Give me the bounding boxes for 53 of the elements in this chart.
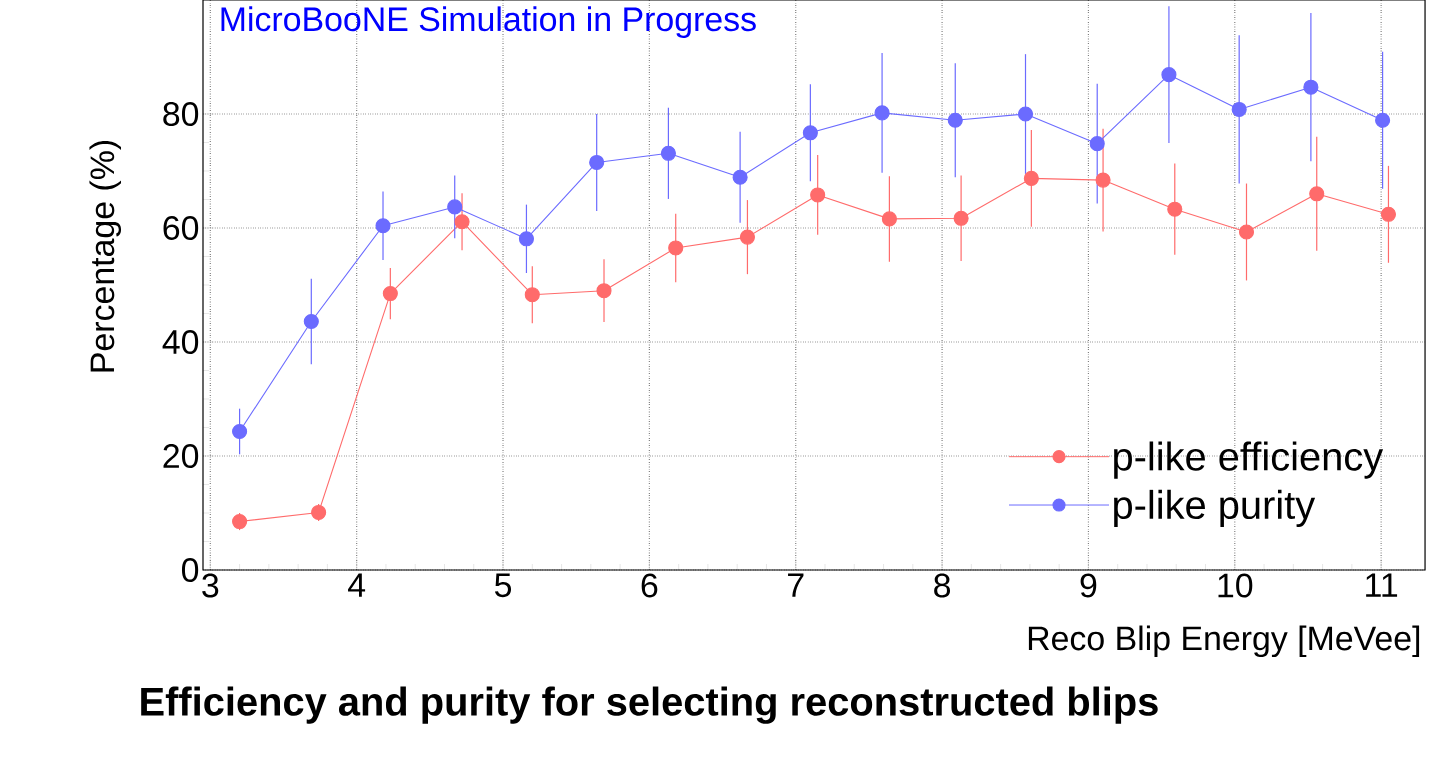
point (874, 105, 890, 121)
legend-label: p-like efficiency (1114, 441, 1384, 479)
point (589, 154, 605, 170)
point (524, 287, 540, 303)
x-tick-label: 6 (641, 573, 658, 598)
point (1095, 172, 1111, 188)
point (1303, 79, 1319, 95)
y-tick-label: 20 (163, 444, 199, 468)
point (953, 210, 969, 226)
point (311, 504, 327, 520)
point (947, 112, 963, 128)
x-tick-label: 9 (1080, 573, 1097, 598)
x-tick-label: 11 (1366, 573, 1398, 597)
point (1231, 101, 1247, 117)
point (668, 240, 684, 256)
x-tick-label: 8 (934, 573, 951, 598)
point (810, 187, 826, 203)
point (660, 145, 676, 161)
point (1167, 201, 1183, 217)
x-axis-title: Reco Blip Energy [MeVee] (1028, 625, 1420, 658)
x-tick-label: 4 (348, 573, 366, 597)
point (1161, 67, 1177, 83)
point (881, 211, 897, 227)
point (802, 125, 818, 141)
y-tick-label: 60 (163, 216, 199, 240)
y-tick-label: 80 (163, 102, 199, 126)
point (1023, 170, 1039, 186)
point (1375, 112, 1391, 128)
y-axis-title: Percentage (%) (89, 140, 122, 372)
x-tick-label: 3 (202, 573, 219, 598)
point (232, 423, 248, 440)
x-tick-label: 10 (1218, 573, 1253, 598)
point (447, 199, 463, 215)
legend-label: p-like purity (1114, 489, 1316, 527)
point (596, 283, 612, 299)
x-tick-label: 5 (494, 573, 512, 598)
point (454, 214, 470, 230)
point (1089, 136, 1105, 152)
point (303, 313, 319, 330)
point (1309, 186, 1325, 202)
point (375, 218, 391, 234)
point (1238, 224, 1255, 240)
y-tick-label: 40 (162, 330, 199, 354)
x-tick-label: 7 (788, 573, 804, 597)
annotation: MicroBooNE Simulation in Progress (221, 6, 756, 38)
point (518, 231, 534, 247)
point (1380, 206, 1397, 222)
text: Efficiency and purity for selecting reconstructed blips (141, 686, 1158, 724)
y-tick-label: 0 (181, 558, 199, 582)
point (732, 169, 748, 185)
point (739, 229, 755, 245)
point (1017, 106, 1034, 122)
point (382, 286, 398, 302)
